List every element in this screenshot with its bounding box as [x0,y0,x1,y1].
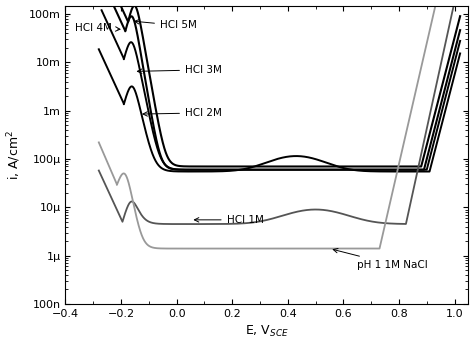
X-axis label: E, V$_{SCE}$: E, V$_{SCE}$ [245,324,289,339]
Text: HCl 5M: HCl 5M [135,20,197,30]
Text: HCl 2M: HCl 2M [143,108,222,118]
Text: HCl 3M: HCl 3M [137,65,222,75]
Text: pH 1 1M NaCl: pH 1 1M NaCl [333,248,428,270]
Text: HCl 1M: HCl 1M [194,215,264,225]
Y-axis label: i, A/cm$^2$: i, A/cm$^2$ [6,130,23,180]
Text: HCl 4M: HCl 4M [75,23,120,33]
